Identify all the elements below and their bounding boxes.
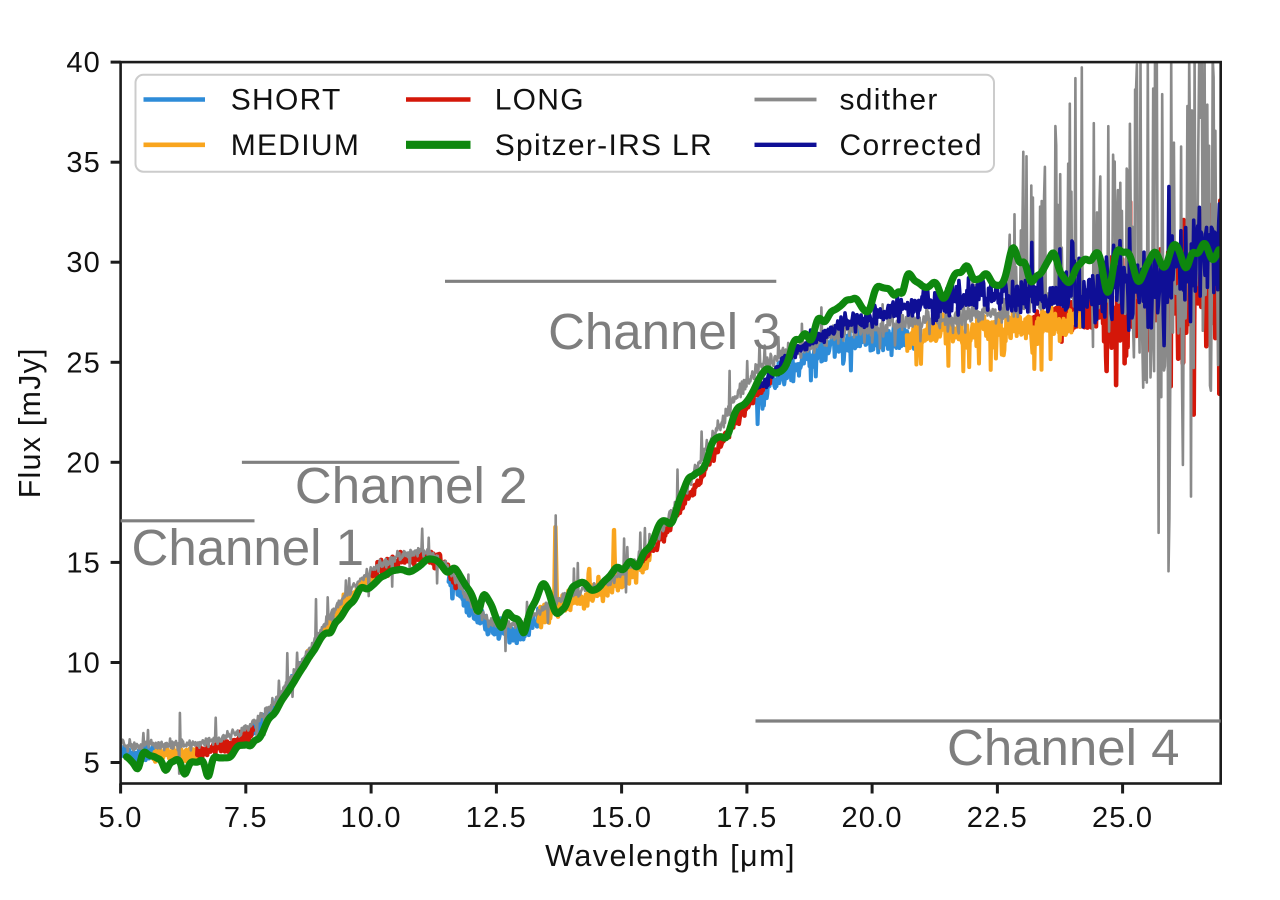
svg-text:Corrected: Corrected (840, 129, 983, 162)
svg-text:Channel 1: Channel 1 (132, 519, 365, 576)
svg-text:25: 25 (66, 347, 101, 379)
svg-text:Spitzer-IRS LR: Spitzer-IRS LR (495, 129, 713, 162)
svg-text:5.0: 5.0 (99, 802, 143, 834)
svg-text:Wavelength [μm]: Wavelength [μm] (545, 839, 796, 873)
svg-text:12.5: 12.5 (466, 802, 527, 834)
svg-text:sdither: sdither (840, 84, 939, 117)
svg-text:25.0: 25.0 (1092, 802, 1153, 834)
svg-text:20.0: 20.0 (841, 802, 902, 834)
svg-text:22.5: 22.5 (967, 802, 1028, 834)
svg-text:40: 40 (66, 47, 101, 79)
svg-text:Channel 2: Channel 2 (295, 457, 528, 514)
svg-text:7.5: 7.5 (224, 802, 268, 834)
svg-text:15.0: 15.0 (591, 802, 652, 834)
svg-text:20: 20 (66, 447, 101, 479)
svg-text:LONG: LONG (495, 84, 585, 117)
svg-text:SHORT: SHORT (231, 84, 342, 117)
svg-text:35: 35 (66, 147, 101, 179)
svg-text:15: 15 (66, 547, 101, 579)
svg-text:17.5: 17.5 (716, 802, 777, 834)
svg-text:Flux [mJy]: Flux [mJy] (13, 347, 47, 498)
svg-text:MEDIUM: MEDIUM (231, 129, 360, 162)
svg-text:Channel 3: Channel 3 (548, 303, 781, 360)
svg-text:10: 10 (66, 648, 101, 680)
svg-text:10.0: 10.0 (340, 802, 401, 834)
svg-text:Channel 4: Channel 4 (947, 719, 1180, 776)
svg-text:30: 30 (66, 247, 101, 279)
svg-text:5: 5 (84, 748, 101, 780)
